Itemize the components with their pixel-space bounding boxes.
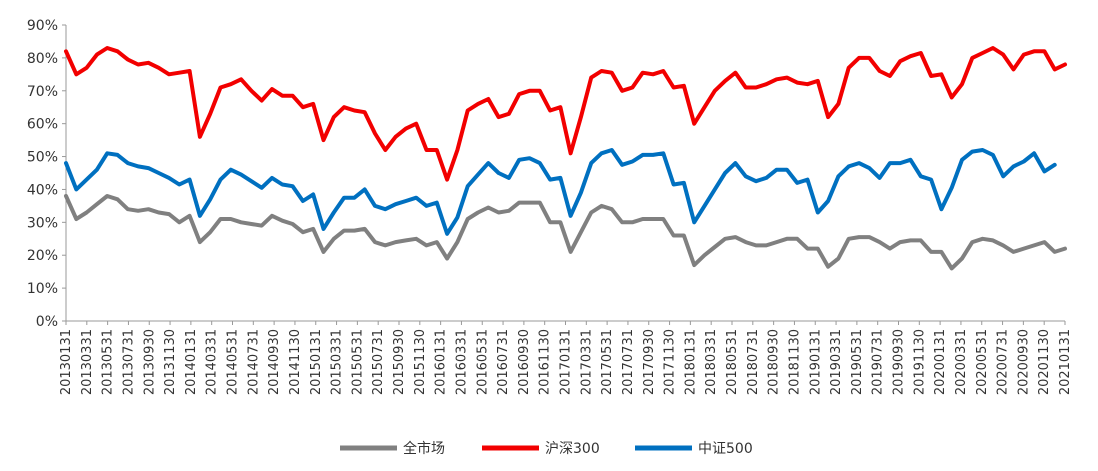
x-tick-label: 20200531	[975, 329, 990, 395]
x-tick-label: 20160930	[517, 329, 532, 395]
x-tick-label: 20130131	[59, 329, 74, 395]
x-tick-label: 20150930	[392, 329, 407, 395]
x-tick-label: 20150131	[309, 329, 324, 395]
x-tick-label: 20170531	[600, 329, 615, 395]
series-line-1	[64, 194, 1067, 271]
y-tick-label: 40%	[27, 182, 58, 198]
x-tick-label: 20190131	[808, 329, 823, 395]
x-tick-label: 20200331	[954, 329, 969, 395]
series-lines	[64, 46, 1067, 271]
x-axis: 20130131 20130331 20130531 20130731 20130930…	[59, 320, 1073, 395]
series-line-2	[64, 46, 1067, 182]
x-tick-label: 20190331	[829, 329, 844, 395]
x-tick-label: 20160131	[434, 329, 449, 395]
x-tick-label: 20150331	[330, 329, 345, 395]
x-tick-label: 20170930	[642, 329, 657, 395]
x-tick-label: 20191130	[912, 329, 927, 395]
legend-label: 中证500	[698, 441, 753, 457]
y-tick-label: 70%	[27, 84, 58, 100]
y-tick-label: 10%	[27, 281, 58, 297]
legend: 全市场 沪深300 中证500	[340, 440, 753, 457]
x-tick-label: 20130731	[121, 329, 136, 395]
x-tick-label: 20141130	[288, 329, 303, 395]
x-tick-label: 20140731	[246, 329, 261, 395]
y-tick-label: 0%	[36, 314, 58, 330]
x-tick-label: 20160331	[454, 329, 469, 395]
x-tick-label: 20150731	[371, 329, 386, 395]
x-tick-label: 20140930	[267, 329, 282, 395]
x-tick-label: 20180331	[704, 329, 719, 395]
x-tick-label: 20140531	[226, 329, 241, 395]
y-tick-label: 60%	[27, 117, 58, 133]
x-tick-label: 20180531	[725, 329, 740, 395]
x-tick-label: 20190731	[871, 329, 886, 395]
x-tick-label: 20180930	[767, 329, 782, 395]
x-tick-label: 20200131	[933, 329, 948, 395]
x-tick-label: 20151130	[413, 329, 428, 395]
x-tick-label: 20190531	[850, 329, 865, 395]
x-tick-label: 20200731	[996, 329, 1011, 395]
x-tick-label: 20170731	[621, 329, 636, 395]
y-axis: 0% 10% 20% 30% 40% 50% 60% 70% 80% 90%	[27, 18, 67, 330]
x-tick-label: 20130331	[80, 329, 95, 395]
x-tick-label: 20210131	[1058, 329, 1073, 395]
series-line-3	[64, 148, 1057, 236]
y-tick-label: 20%	[27, 248, 58, 264]
x-tick-label: 20170131	[559, 329, 574, 395]
legend-label: 沪深300	[545, 441, 600, 457]
x-tick-label: 20160531	[475, 329, 490, 395]
x-tick-label: 20190930	[892, 329, 907, 395]
y-tick-label: 90%	[27, 18, 58, 34]
x-tick-label: 20130531	[101, 329, 116, 395]
x-tick-label: 20161130	[538, 329, 553, 395]
x-tick-label: 20160731	[496, 329, 511, 395]
x-tick-label: 20180731	[746, 329, 761, 395]
x-tick-label: 20140131	[184, 329, 199, 395]
x-tick-label: 20201130	[1037, 329, 1052, 395]
x-tick-label: 20171130	[663, 329, 678, 395]
x-tick-label: 20131130	[163, 329, 178, 395]
y-tick-label: 80%	[27, 51, 58, 67]
x-tick-label: 20180131	[683, 329, 698, 395]
x-tick-label: 20150531	[350, 329, 365, 395]
x-tick-label: 20181130	[787, 329, 802, 395]
x-tick-label: 20170331	[579, 329, 594, 395]
legend-label: 全市场	[403, 440, 445, 457]
y-tick-label: 50%	[27, 150, 58, 166]
x-tick-label: 20140331	[205, 329, 220, 395]
y-tick-label: 30%	[27, 215, 58, 231]
x-tick-label: 20200930	[1016, 329, 1031, 395]
x-tick-label: 20130930	[142, 329, 157, 395]
